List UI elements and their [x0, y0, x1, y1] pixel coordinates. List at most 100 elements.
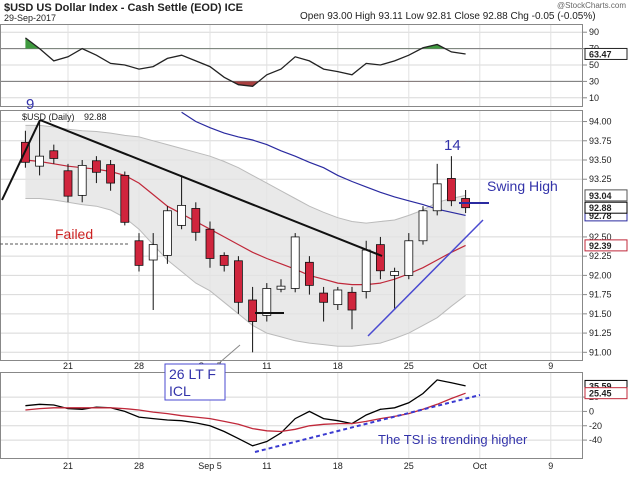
y-tick-label: 30 — [589, 76, 599, 86]
x-tick-label: 25 — [404, 361, 414, 371]
candle-body — [63, 170, 73, 197]
candle-body — [432, 183, 442, 212]
y-tick-label: 92.00 — [589, 270, 612, 280]
y-tick-label: 93.75 — [589, 136, 612, 146]
y-tick-label: 10 — [589, 93, 599, 103]
candle-body — [120, 174, 130, 223]
last-value-box — [584, 387, 628, 400]
last-value-label: 92.78 — [589, 211, 612, 221]
candle-body — [134, 240, 144, 266]
x-tick-label: 18 — [333, 361, 343, 371]
x-tick-label: 11 — [262, 461, 271, 471]
last-value-box — [584, 201, 628, 214]
x-tick-label: Oct — [473, 461, 488, 471]
candle-body — [92, 160, 101, 173]
candle-body — [162, 210, 172, 256]
x-tick-label: 9 — [548, 461, 553, 471]
candle-body — [35, 155, 44, 167]
y-tick-label: 94.00 — [589, 117, 612, 127]
last-value-label: 92.88 — [589, 203, 612, 213]
x-tick-label: 21 — [63, 461, 73, 471]
x-tick-label: 11 — [262, 361, 271, 371]
annotation: 14 — [444, 137, 461, 154]
quote: Open 93.00 High 93.11 Low 92.81 Close 92… — [300, 11, 596, 22]
candle-body — [361, 249, 371, 292]
last-value-box — [584, 47, 628, 60]
trend-line — [1, 119, 41, 201]
x-tick-label: 9 — [548, 361, 553, 371]
indicator-line — [25, 37, 466, 87]
y-tick-label: 92.50 — [589, 232, 612, 242]
y-tick-label: -20 — [589, 421, 602, 431]
date: 29-Sep-2017 — [4, 13, 56, 23]
y-tick-label: 50 — [589, 60, 599, 70]
candle-body — [446, 178, 456, 202]
candle-body — [375, 244, 385, 272]
panel-frame — [0, 110, 583, 361]
annotation: The TSI is trending higher — [378, 432, 528, 447]
axis-layer: 94.00 93.75 93.50 93.25 92.50 92.25 92.00 91.75… — [0, 24, 628, 471]
candle-body — [219, 254, 229, 266]
last-value-label: 25.45 — [589, 389, 612, 399]
chart-label-value: 92.88 — [84, 112, 107, 122]
candle-body — [177, 204, 187, 226]
y-tick-label: 93.25 — [589, 174, 612, 184]
candle-body — [262, 288, 272, 316]
panel-data — [25, 37, 466, 87]
x-tick-label: 18 — [333, 461, 343, 471]
note-leader — [217, 344, 241, 365]
candle-body — [290, 236, 300, 289]
x-tick-label: 21 — [63, 361, 73, 371]
annotation: ICL — [169, 383, 191, 399]
y-tick-label: 91.75 — [589, 290, 612, 300]
source: @StockCharts.com — [557, 1, 626, 10]
y-tick-label: 90 — [589, 27, 599, 37]
tsi-trend-line — [254, 394, 481, 453]
last-value-label: 92.39 — [589, 241, 612, 251]
candle-body — [333, 289, 343, 306]
note-box — [164, 363, 226, 401]
last-value-label: 93.04 — [589, 191, 612, 201]
candle-body — [49, 150, 59, 159]
candle-body — [148, 244, 158, 261]
last-value-box — [584, 189, 628, 202]
title: $USD US Dollar Index - Cash Settle (EOD)… — [4, 2, 243, 14]
candle-body — [390, 271, 400, 276]
x-tick-label: 25 — [404, 461, 414, 471]
candle-body — [276, 285, 286, 290]
y-tick-label: -40 — [589, 435, 602, 445]
candle-body — [233, 260, 243, 303]
candle-body — [106, 164, 115, 184]
candle-body — [347, 291, 357, 311]
candle-body — [77, 164, 87, 196]
last-value-label: 63.47 — [589, 49, 612, 59]
candle-body — [418, 210, 428, 242]
candle-body — [191, 208, 201, 233]
panel-frame — [0, 372, 583, 459]
oversold-area — [25, 81, 466, 87]
candle-body — [205, 228, 215, 259]
candle-body — [404, 240, 414, 276]
y-tick-label: 91.00 — [589, 347, 612, 357]
x-tick-label: Sep 5 — [198, 461, 222, 471]
annotation: 9 — [26, 96, 34, 113]
y-tick-label: 91.50 — [589, 309, 612, 319]
band-upper — [25, 124, 466, 224]
candle-body — [248, 299, 258, 322]
y-tick-label: 0 — [589, 406, 594, 416]
trend-line — [39, 119, 383, 257]
trend-line — [367, 219, 484, 337]
annotation: Failed — [55, 226, 93, 242]
x-tick-label: Oct — [473, 361, 488, 371]
panel-frame — [0, 24, 583, 107]
y-tick-label: 91.25 — [589, 328, 612, 338]
candle-body — [304, 261, 314, 286]
annotation: Swing High — [487, 178, 558, 194]
annotation: 26 LT F — [169, 366, 216, 382]
chart-label: $USD (Daily) — [22, 112, 75, 122]
x-tick-label: 28 — [134, 461, 144, 471]
candle-body — [319, 292, 329, 303]
annotation-shapes — [0, 119, 489, 453]
moving-average — [181, 111, 466, 216]
